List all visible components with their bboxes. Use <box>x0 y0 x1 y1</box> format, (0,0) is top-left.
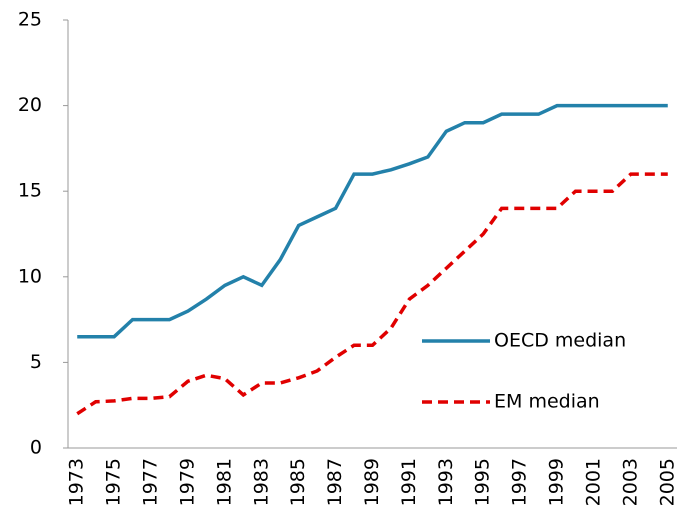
x-tick-label: 1987 <box>324 458 346 506</box>
y-tick-label: 25 <box>18 9 42 31</box>
x-tick-label: 1993 <box>435 458 457 506</box>
x-tick-label: 1975 <box>103 458 125 506</box>
x-tick-label: 1997 <box>509 458 531 506</box>
y-tick-label: 0 <box>30 437 42 459</box>
x-tick-label: 1977 <box>140 458 162 506</box>
legend-label: OECD median <box>494 330 626 352</box>
x-tick-label: 1995 <box>472 458 494 506</box>
series-line <box>76 172 668 416</box>
y-tick-label: 10 <box>18 265 42 287</box>
x-tick-label: 1983 <box>250 458 272 506</box>
x-tick-label: 1985 <box>287 458 309 506</box>
series-line <box>77 103 668 339</box>
x-tick-label: 1991 <box>398 458 420 506</box>
x-tick-label: 2005 <box>656 458 678 506</box>
x-tick-label: 1989 <box>361 458 383 506</box>
x-tick-label: 1973 <box>66 458 88 506</box>
x-tick-label: 1979 <box>176 458 198 506</box>
y-tick-label: 5 <box>30 351 42 373</box>
x-tick-label: 2001 <box>582 458 604 506</box>
x-tick-label: 1981 <box>213 458 235 506</box>
x-tick-label: 2003 <box>619 458 641 506</box>
y-tick-label: 15 <box>18 180 42 202</box>
x-tick-label: 1999 <box>546 458 568 506</box>
y-tick-label: 20 <box>18 94 42 116</box>
legend-label: EM median <box>494 391 600 413</box>
